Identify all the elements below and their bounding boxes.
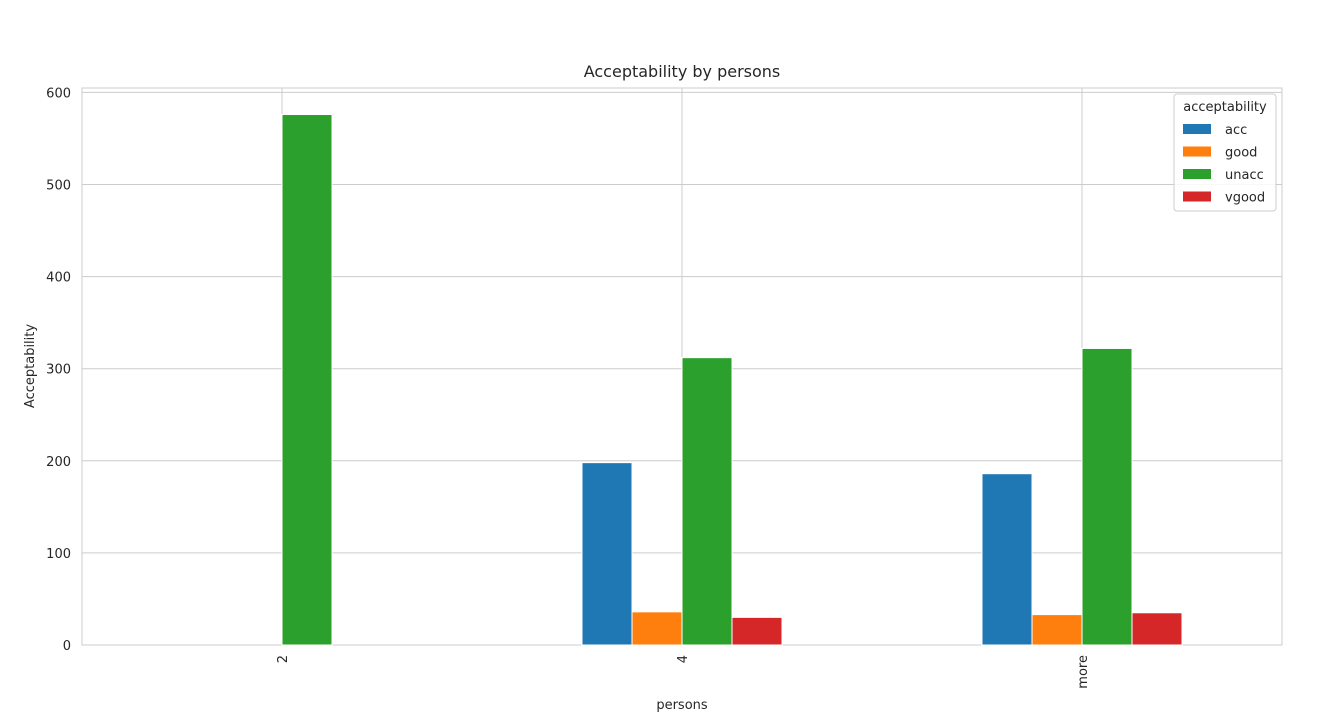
chart-title: Acceptability by persons	[584, 62, 781, 81]
bar-vgood-more	[1131, 612, 1183, 646]
bar-vgood-4	[731, 616, 783, 646]
bars	[281, 114, 1183, 646]
bar-acc-4	[581, 462, 633, 646]
x-tick-label: more	[1076, 655, 1091, 689]
bar-acc-more	[981, 473, 1033, 646]
x-tick-label: 2	[276, 655, 291, 663]
legend: acceptability acc good unacc vgood	[1173, 93, 1277, 212]
y-tick-labels: 0 100 200 300 400 500 600	[46, 86, 71, 654]
bar-good-more	[1031, 614, 1083, 646]
bar-unacc-4	[681, 357, 733, 646]
y-tick-label: 600	[46, 86, 71, 101]
bar-unacc-2	[281, 114, 333, 646]
y-axis-label: Acceptability	[23, 324, 38, 408]
y-tick-label: 500	[46, 179, 71, 194]
x-tick-labels: 2 4 more	[276, 655, 1091, 689]
legend-label-acc: acc	[1225, 123, 1247, 138]
y-tick-label: 300	[46, 363, 71, 378]
legend-label-unacc: unacc	[1225, 168, 1264, 183]
y-tick-label: 400	[46, 271, 71, 286]
legend-swatch-unacc	[1183, 169, 1211, 179]
y-tick-label: 200	[46, 455, 71, 470]
legend-swatch-good	[1183, 146, 1211, 157]
bar-good-4	[631, 611, 683, 646]
legend-label-vgood: vgood	[1225, 191, 1265, 206]
y-tick-label: 0	[63, 639, 71, 654]
legend-title: acceptability	[1183, 100, 1267, 115]
x-axis-label: persons	[656, 698, 708, 713]
legend-swatch-acc	[1183, 124, 1211, 134]
bar-unacc-more	[1081, 347, 1133, 646]
legend-swatch-vgood	[1183, 191, 1211, 202]
legend-label-good: good	[1225, 146, 1257, 161]
legend-items: acc good unacc vgood	[1183, 123, 1265, 206]
legend-box	[1173, 93, 1277, 212]
y-tick-label: 100	[46, 547, 71, 562]
x-tick-label: 4	[676, 655, 691, 663]
